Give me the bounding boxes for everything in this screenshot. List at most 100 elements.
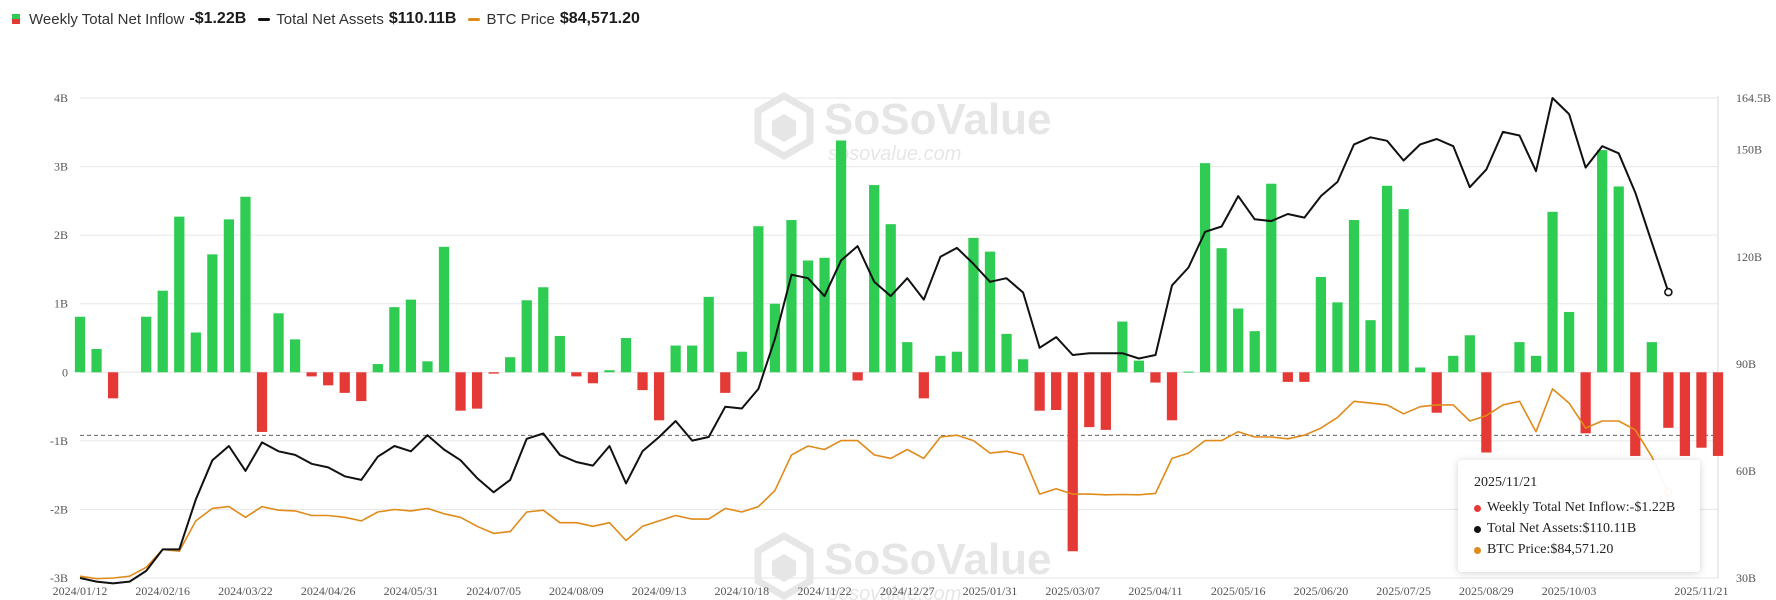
left-axis-tick-label: -1B — [50, 434, 68, 448]
x-axis-tick-label: 2024/09/13 — [632, 584, 687, 598]
inflow-bar — [1084, 372, 1095, 428]
inflow-bar — [1282, 372, 1293, 382]
x-axis-tick-label: 2025/03/07 — [1045, 584, 1100, 598]
inflow-bar — [703, 296, 714, 373]
inflow-bar — [289, 339, 301, 373]
inflow-bar — [372, 364, 383, 373]
inflow-bar — [339, 372, 350, 393]
inflow-bar — [455, 372, 466, 411]
right-axis-tick-label: 164.5B — [1736, 91, 1771, 105]
inflow-bar — [1133, 360, 1145, 373]
inflow-bar — [869, 185, 880, 373]
tooltip-label: Weekly Total Net Inflow — [1487, 500, 1630, 516]
inflow-bar — [587, 372, 599, 384]
inflow-bar — [1034, 372, 1045, 411]
inflow-bar — [438, 246, 450, 373]
left-axis-tick-label: 3B — [54, 160, 68, 174]
inflow-bar — [1663, 372, 1674, 428]
legend-item-net-inflow[interactable]: Weekly Total Net Inflow -$1.22B — [12, 10, 246, 28]
orange-dot-icon — [1474, 546, 1481, 554]
inflow-bar — [1580, 372, 1591, 434]
inflow-bar — [240, 196, 251, 373]
x-axis-tick-label: 2024/04/26 — [301, 584, 356, 598]
inflow-bar — [653, 372, 665, 421]
inflow-bar — [1481, 372, 1492, 453]
inflow-bar — [918, 372, 929, 399]
inflow-bar — [1547, 211, 1558, 373]
inflow-bar — [968, 237, 979, 373]
net-assets-line-end-point — [1664, 287, 1673, 297]
inflow-bar — [405, 299, 417, 373]
inflow-bar — [1199, 163, 1211, 373]
inflow-bar — [1117, 321, 1128, 373]
gridlines — [80, 96, 1719, 579]
inflow-bar — [637, 372, 648, 391]
inflow-bar — [1696, 372, 1707, 448]
inflow-bar — [1051, 372, 1062, 410]
x-axis-tick-label: 2024/03/22 — [218, 584, 273, 598]
x-axis-tick-label: 2025/07/25 — [1376, 584, 1431, 598]
inflow-bar — [951, 351, 963, 373]
x-axis-tick-label: 2024/01/12 — [53, 584, 108, 598]
line-swatch-icon — [258, 17, 271, 21]
inflow-bar — [190, 332, 201, 373]
inflow-bar — [538, 287, 549, 373]
inflow-bar — [885, 224, 896, 373]
inflow-bar — [1332, 302, 1343, 373]
inflow-bar — [1630, 372, 1641, 456]
inflow-bar — [1249, 331, 1260, 373]
inflow-bar — [223, 219, 235, 373]
left-axis-tick-label: -3B — [50, 571, 68, 585]
inflow-bar — [306, 372, 317, 377]
left-axis-tick-label: 0 — [62, 365, 68, 379]
inflow-bar — [1348, 220, 1360, 373]
inflow-bar — [356, 372, 367, 402]
inflow-bar — [1646, 342, 1657, 373]
inflow-bar — [174, 216, 185, 373]
btc-price-line — [79, 388, 1670, 580]
legend-label: Weekly Total Net Inflow — [29, 10, 185, 28]
inflow-bar — [389, 307, 400, 373]
left-axis-tick-label: 4B — [54, 91, 68, 105]
left-axis-tick-label: 1B — [54, 297, 68, 311]
left-axis-tick-label: 2B — [54, 228, 68, 242]
inflow-bar — [1597, 150, 1608, 373]
inflow-bar — [1613, 186, 1624, 373]
legend-label: BTC Price — [486, 10, 555, 28]
legend-item-btc-price[interactable]: BTC Price $84,571.20 — [468, 10, 640, 28]
cube-logo-icon — [772, 554, 796, 582]
red-dot-icon — [1474, 504, 1481, 512]
inflow-bar — [505, 357, 516, 373]
black-dot-icon — [1474, 525, 1481, 533]
x-axis-tick-label: 2025/11/21 — [1674, 584, 1728, 598]
inflow-bar — [786, 220, 797, 373]
inflow-bar — [571, 372, 582, 377]
inflow-bar — [935, 355, 946, 373]
inflow-bar — [1233, 308, 1244, 373]
cube-logo-icon — [754, 91, 814, 161]
x-axis-tick-label: 2024/05/31 — [384, 584, 439, 598]
inflow-bar — [819, 257, 830, 373]
tooltip-date: 2025/11/21 — [1474, 475, 1538, 490]
x-axis-tick-label: 2024/07/05 — [466, 584, 521, 598]
inflow-bar — [835, 140, 847, 373]
x-axis-tick-label: 2025/05/16 — [1211, 584, 1266, 598]
legend-item-net-assets[interactable]: Total Net Assets $110.11B — [258, 10, 456, 28]
inflow-bar — [902, 342, 913, 373]
legend-value: $84,571.20 — [559, 10, 640, 27]
line-swatch-icon — [468, 17, 481, 21]
tooltip-value: $110.11B — [1582, 521, 1637, 536]
inflow-bar — [256, 372, 268, 432]
inflow-bar — [521, 300, 532, 373]
inflow-bar — [554, 335, 565, 373]
inflow-bar — [1448, 355, 1459, 373]
inflow-bar — [91, 348, 102, 373]
inflow-bar — [1315, 276, 1327, 373]
watermark-domain: sosovalue.com — [828, 143, 961, 165]
bar-swatch-icon — [12, 14, 20, 24]
tooltip-label: BTC Price — [1487, 542, 1550, 558]
inflow-bar — [422, 361, 433, 373]
